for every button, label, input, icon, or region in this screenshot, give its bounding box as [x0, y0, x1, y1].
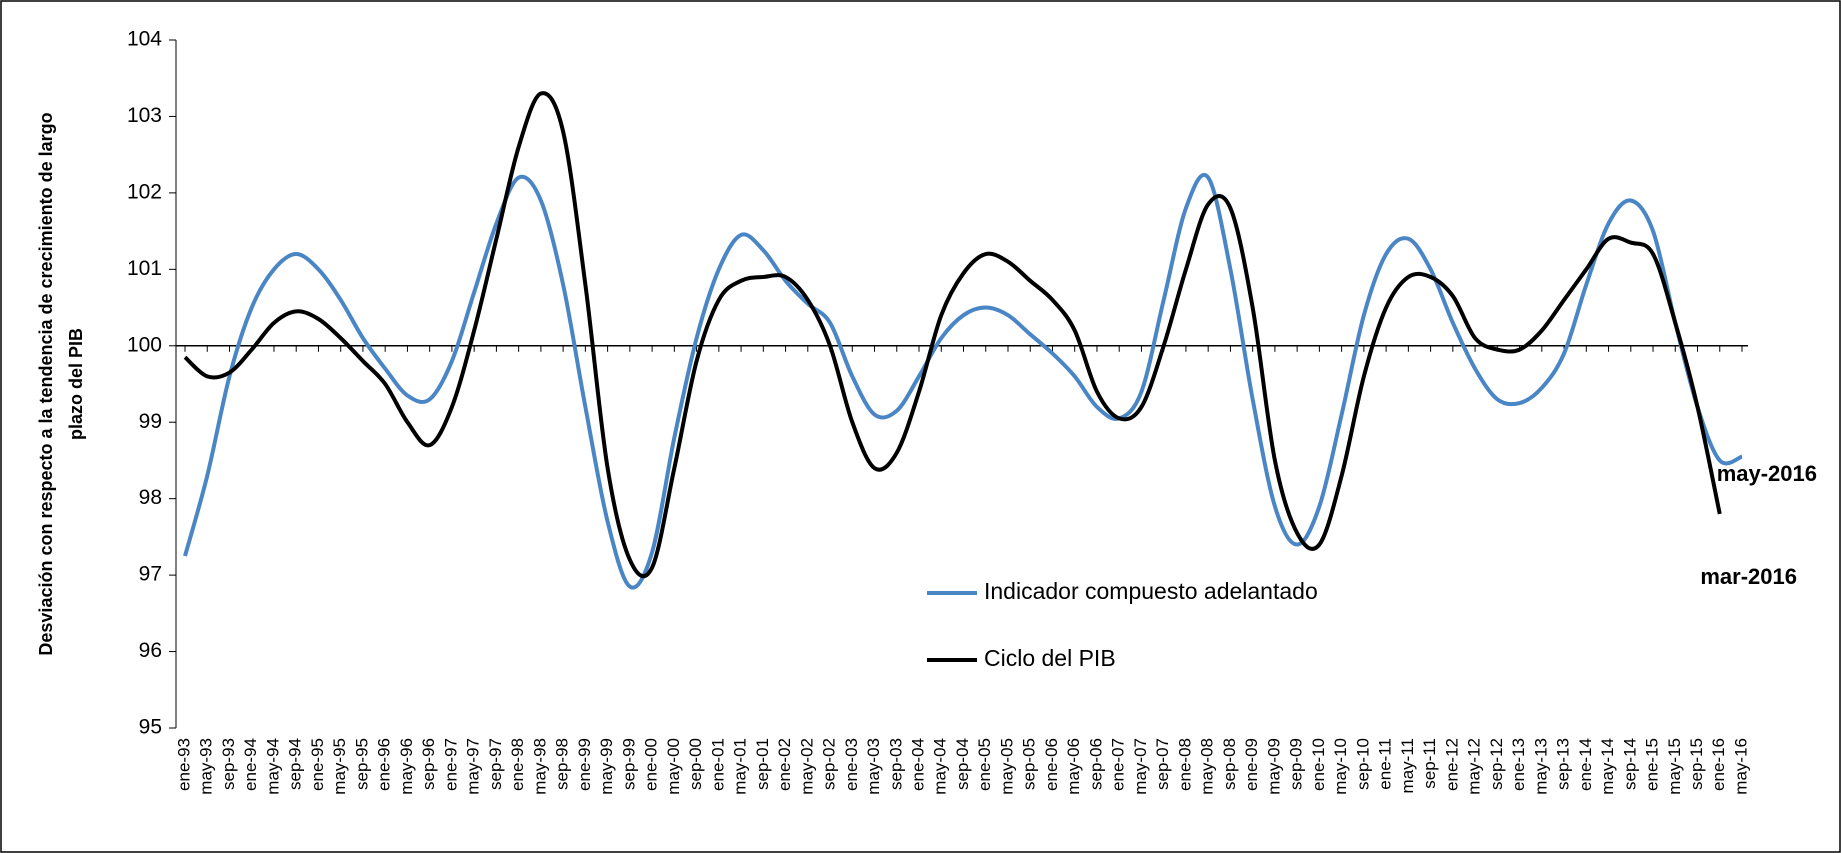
x-tick-label: may-13	[1531, 738, 1550, 795]
x-tick-label: ene-03	[842, 738, 861, 791]
x-tick-label: may-07	[1131, 738, 1150, 795]
x-tick-label: may-93	[197, 738, 216, 795]
x-tick-label: may-10	[1331, 738, 1350, 795]
y-tick-label: 101	[127, 257, 162, 280]
x-tick-label: ene-00	[642, 738, 661, 791]
x-tick-label: ene-10	[1309, 738, 1328, 791]
x-tick-label: ene-99	[575, 738, 594, 791]
x-tick-label: sep-01	[753, 738, 772, 790]
x-tick-label: ene-02	[775, 738, 794, 791]
x-tick-label: sep-94	[286, 738, 305, 790]
x-tick-label: may-01	[731, 738, 750, 795]
x-tick-label: sep-98	[553, 738, 572, 790]
y-axis-title: Desviación con respecto a la tendencia d…	[36, 112, 56, 655]
end-annotation: mar-2016	[1700, 564, 1797, 589]
x-tick-label: sep-02	[820, 738, 839, 790]
x-tick-label: ene-97	[441, 738, 460, 791]
x-tick-label: sep-08	[1220, 738, 1239, 790]
x-tick-label: may-03	[864, 738, 883, 795]
legend-label: Ciclo del PIB	[984, 645, 1116, 671]
end-annotation: may-2016	[1717, 461, 1817, 486]
y-tick-label: 100	[127, 333, 162, 356]
x-tick-label: may-97	[464, 738, 483, 795]
x-tick-label: ene-01	[708, 738, 727, 791]
x-tick-label: may-05	[997, 738, 1016, 795]
x-tick-label: ene-98	[508, 738, 527, 791]
x-tick-label: ene-16	[1709, 738, 1728, 791]
x-tick-label: sep-05	[1020, 738, 1039, 790]
x-tick-label: may-15	[1665, 738, 1684, 795]
y-tick-label: 97	[139, 563, 162, 586]
x-tick-label: ene-15	[1643, 738, 1662, 791]
series-line	[183, 91, 1722, 579]
x-tick-label: sep-96	[419, 738, 438, 790]
x-tick-label: may-00	[664, 738, 683, 795]
x-tick-label: ene-14	[1576, 738, 1595, 791]
x-tick-label: sep-12	[1487, 738, 1506, 790]
x-tick-label: sep-99	[619, 738, 638, 790]
x-tick-label: sep-15	[1687, 738, 1706, 790]
x-tick-label: may-11	[1398, 738, 1417, 793]
x-tick-label: may-14	[1598, 738, 1617, 795]
x-tick-label: sep-95	[352, 738, 371, 790]
x-tick-label: may-12	[1465, 738, 1484, 795]
x-tick-label: ene-06	[1042, 738, 1061, 791]
x-tick-label: ene-04	[908, 738, 927, 791]
x-tick-label: ene-13	[1509, 738, 1528, 791]
x-tick-label: may-02	[797, 738, 816, 795]
series-line	[183, 173, 1743, 590]
x-tick-label: ene-95	[308, 738, 327, 791]
x-tick-label: may-94	[263, 738, 282, 795]
x-tick-label: ene-09	[1242, 738, 1261, 791]
y-tick-label: 95	[139, 716, 162, 739]
x-tick-label: ene-93	[174, 738, 193, 791]
y-tick-label: 102	[127, 180, 162, 203]
x-tick-label: sep-06	[1086, 738, 1105, 790]
x-tick-label: ene-12	[1442, 738, 1461, 791]
x-tick-label: sep-07	[1153, 738, 1172, 790]
x-tick-label: may-16	[1731, 738, 1750, 795]
x-tick-label: may-06	[1064, 738, 1083, 795]
x-tick-label: sep-97	[486, 738, 505, 790]
x-tick-label: may-99	[597, 738, 616, 795]
x-tick-label: may-98	[530, 738, 549, 795]
x-tick-label: sep-13	[1554, 738, 1573, 790]
y-title-group: Desviación con respecto a la tendencia d…	[36, 112, 86, 655]
x-tick-label: may-04	[931, 738, 950, 795]
x-tick-label: sep-14	[1620, 738, 1639, 790]
x-tick-label: may-08	[1198, 738, 1217, 795]
x-tick-label: ene-96	[375, 738, 394, 791]
y-tick-label: 96	[139, 639, 162, 662]
x-tick-label: may-09	[1264, 738, 1283, 795]
legend-label: Indicador compuesto adelantado	[984, 578, 1318, 604]
x-tick-label: ene-05	[975, 738, 994, 791]
x-tick-label: sep-10	[1353, 738, 1372, 790]
y-tick-label: 98	[139, 486, 162, 509]
x-tick-label: may-96	[397, 738, 416, 795]
y-tick-label: 99	[139, 410, 162, 433]
x-tick-label: sep-03	[886, 738, 905, 790]
y-axis-title: plazo del PIB	[66, 328, 86, 440]
x-tick-label: ene-94	[241, 738, 260, 791]
x-tick-label: sep-93	[219, 738, 238, 790]
x-tick-label: ene-07	[1109, 738, 1128, 791]
x-tick-label: may-95	[330, 738, 349, 795]
x-tick-label: sep-11	[1420, 738, 1439, 789]
x-tick-label: sep-00	[686, 738, 705, 790]
x-tick-label: ene-08	[1175, 738, 1194, 791]
y-tick-label: 103	[127, 104, 162, 127]
x-tick-label: sep-04	[953, 738, 972, 790]
y-tick-label: 104	[127, 28, 162, 51]
x-tick-label: sep-09	[1287, 738, 1306, 790]
x-tick-label: ene-11	[1376, 738, 1395, 790]
